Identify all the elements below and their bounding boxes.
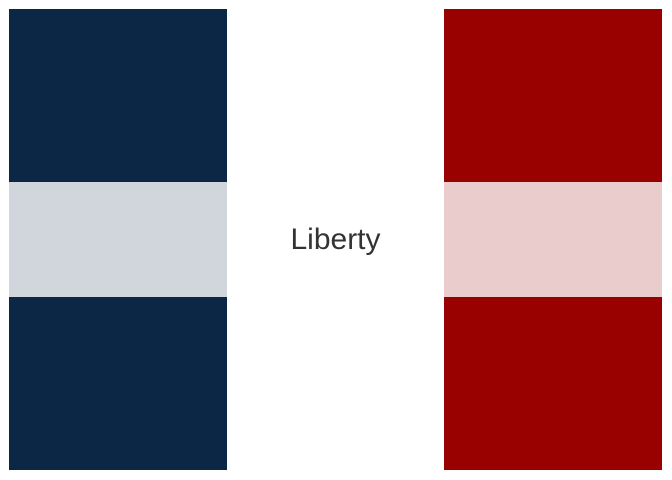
right-panel-bottom-band [444, 297, 662, 470]
left-panel [9, 9, 227, 470]
left-panel-middle-band [9, 182, 227, 297]
right-panel-top-band [444, 9, 662, 182]
center-label: Liberty [290, 222, 381, 256]
left-panel-top-band [9, 9, 227, 182]
left-panel-bottom-band [9, 297, 227, 470]
right-panel-middle-band [444, 182, 662, 297]
center-area: Liberty [227, 9, 444, 470]
right-panel [444, 9, 662, 470]
